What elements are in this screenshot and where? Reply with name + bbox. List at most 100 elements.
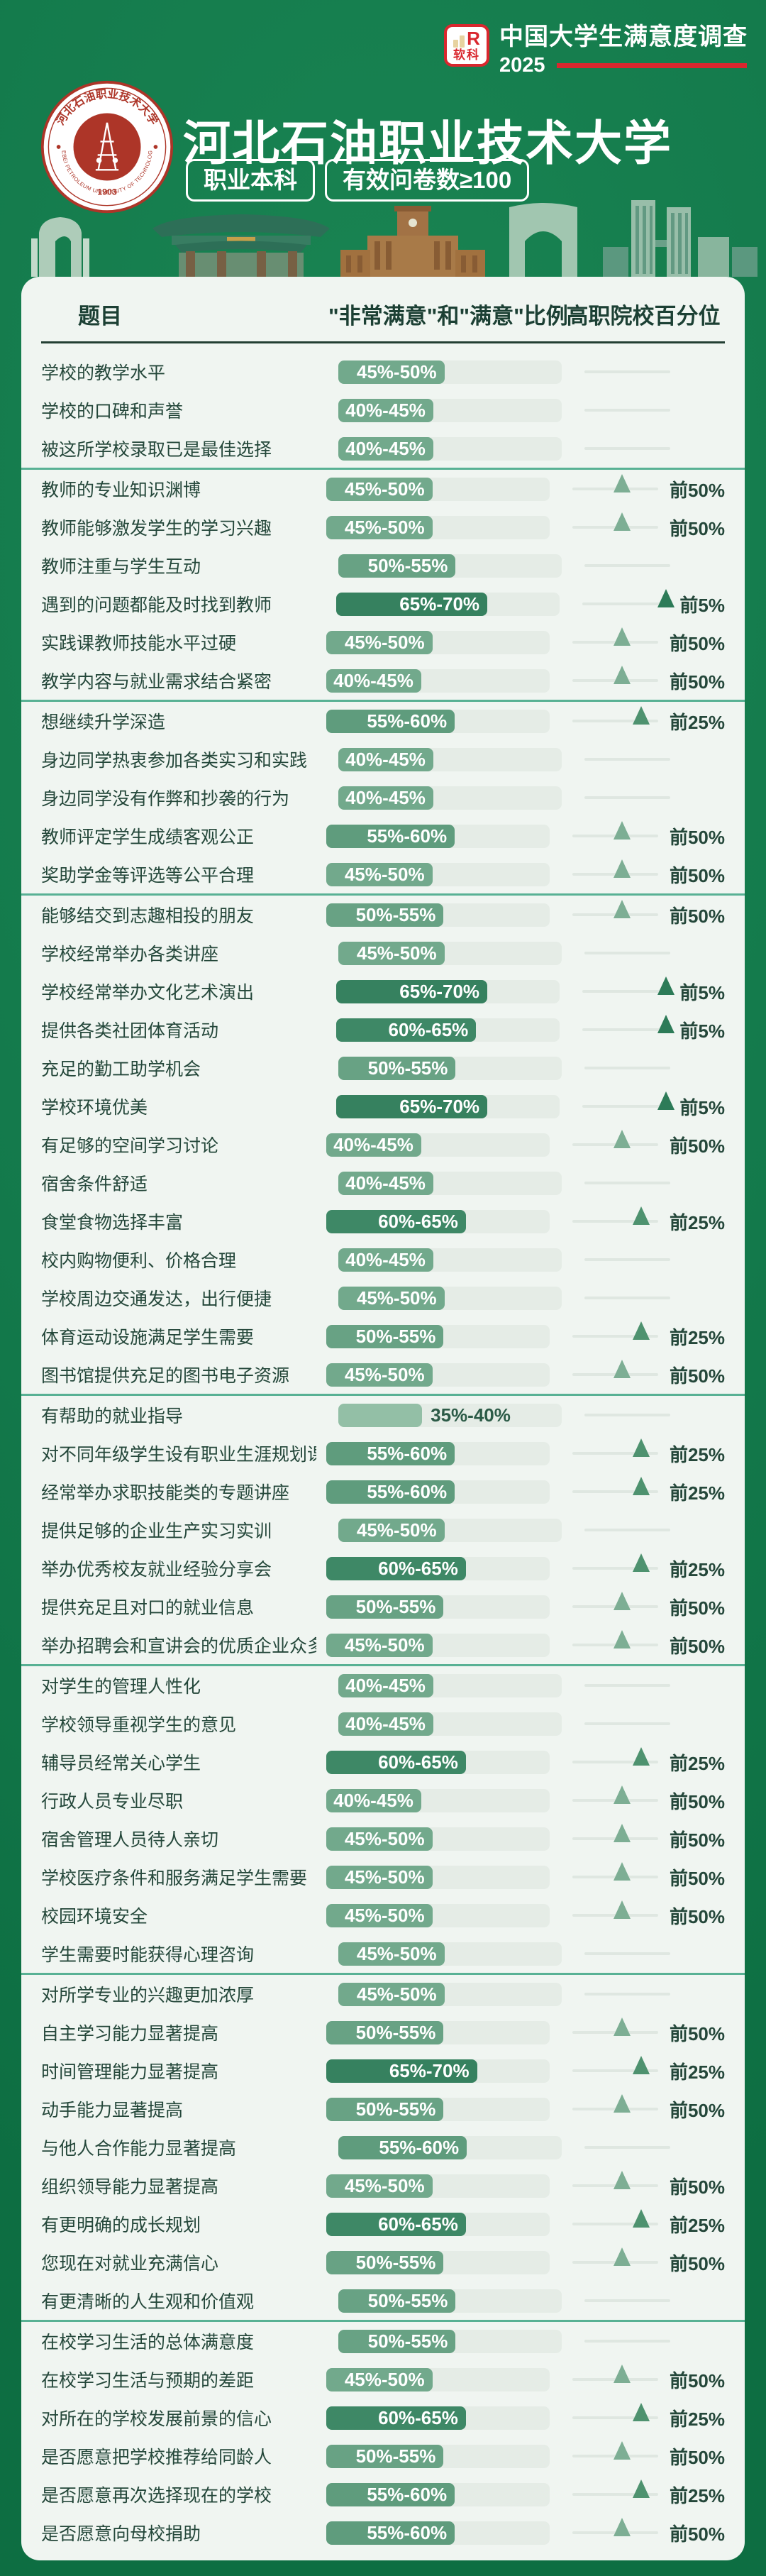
percentile-axis: [572, 1477, 658, 1495]
question-label: 体育运动设施满足学生需要: [41, 1328, 255, 1348]
satisfaction-bar-fill: 50%-55%: [326, 2444, 444, 2468]
satisfaction-bar: 50%-55%: [326, 903, 550, 927]
percentile-cell: 前50%: [572, 900, 725, 928]
percentile-axis: [584, 447, 670, 450]
table-row: 经常举办求职技能类的专题讲座 55%-60% 前25%: [21, 1473, 745, 1511]
question-label: 动手能力显著提高: [41, 2101, 184, 2120]
question-label: 身边同学热衷参加各类实习和实践: [41, 751, 308, 771]
table-row: 身边同学没有作弊和抄袭的行为 40%-45%: [21, 778, 745, 817]
percentile-cell: 前25%: [572, 2056, 725, 2084]
satisfaction-bar-fill: 40%-45%: [326, 1133, 421, 1157]
percentile-marker-icon: [614, 900, 631, 918]
percentile-label: 前25%: [669, 2484, 725, 2506]
percentile-label: 前50%: [669, 671, 725, 693]
satisfaction-bar: 50%-55%: [326, 2444, 550, 2468]
satisfaction-bar: 60%-65%: [326, 2406, 550, 2430]
university-seal: 河北石油职业技术大学 HEBEI PETROLEUM UNIVERSITY OF…: [40, 79, 174, 214]
percentile-cell: [584, 796, 725, 799]
percentile-cell: [584, 2299, 725, 2302]
table-row: 充足的勤工助学机会 50%-55%: [21, 1049, 745, 1087]
percentile-marker-icon: [614, 1785, 631, 1804]
satisfaction-bar-fill: 55%-60%: [338, 2135, 467, 2159]
satisfaction-bar: 55%-60%: [326, 1480, 550, 1504]
question-label: 学校领导重视学生的意见: [41, 1715, 237, 1735]
percentile-label: 前25%: [669, 2408, 725, 2430]
percentile-axis: [572, 2094, 658, 2113]
table-row: 提供各类社团体育活动 60%-65% 前5%: [21, 1011, 745, 1049]
percentile-label: 前50%: [669, 517, 725, 539]
satisfaction-bar-fill: 60%-65%: [326, 1209, 466, 1233]
question-label: 在校学习生活与预期的差距: [41, 2371, 255, 2391]
question-label: 有足够的空间学习讨论: [41, 1136, 219, 1156]
satisfaction-bar-fill: 55%-60%: [326, 2521, 455, 2545]
satisfaction-bar-fill: 65%-70%: [336, 979, 488, 1003]
table-row: 有更清晰的人生观和价值观 50%-55%: [21, 2281, 745, 2320]
percentile-label: 前25%: [669, 1752, 725, 1774]
satisfaction-bar: 50%-55%: [326, 1595, 550, 1619]
question-label: 教师注重与学生互动: [41, 557, 201, 577]
percentile-cell: 前50%: [572, 1785, 725, 1814]
percentile-marker-icon: [614, 2171, 631, 2189]
percentile-marker-icon: [614, 1862, 631, 1881]
satisfaction-bar-fill: 40%-45%: [326, 1788, 421, 1812]
satisfaction-bar-fill: 40%-45%: [338, 1171, 433, 1195]
section-divider: [21, 468, 745, 470]
percentile-cell: 前5%: [582, 1015, 725, 1043]
satisfaction-bar: 65%-70%: [336, 979, 560, 1003]
satisfaction-bar-fill: 45%-50%: [338, 360, 445, 384]
table-row: 对所学专业的兴趣更加浓厚 45%-50%: [21, 1975, 745, 2013]
percentile-label: 前25%: [669, 1443, 725, 1465]
satisfaction-bar: 40%-45%: [338, 436, 562, 461]
percentile-cell: [584, 409, 725, 412]
percentile-cell: 前25%: [572, 2209, 725, 2238]
question-label: 遇到的问题都能及时找到教师: [41, 595, 272, 615]
percentile-cell: [584, 1258, 725, 1261]
satisfaction-bar: 60%-65%: [336, 1018, 560, 1042]
question-label: 对所在的学校发展前景的信心: [41, 2409, 272, 2429]
satisfaction-bar-fill: [338, 1403, 423, 1427]
percentile-cell: 前25%: [572, 1477, 725, 1505]
percentile-axis: [572, 627, 658, 646]
satisfaction-bar: 50%-55%: [338, 2329, 562, 2353]
percentile-axis: [584, 2146, 670, 2149]
table-row: 举办优秀校友就业经验分享会 60%-65% 前25%: [21, 1549, 745, 1587]
table-row: 教师的专业知识渊博 45%-50% 前50%: [21, 470, 745, 508]
satisfaction-bar-fill: 60%-65%: [326, 1750, 466, 1774]
percentile-label: 前50%: [669, 479, 725, 501]
satisfaction-bar-fill: 45%-50%: [338, 1942, 445, 1966]
percentile-cell: [584, 1993, 725, 1996]
satisfaction-bar: 55%-60%: [326, 1441, 550, 1465]
satisfaction-bar: 45%-50%: [338, 360, 562, 384]
table-header: 题目 "非常满意"和"满意"比例 高职院校百分位: [21, 277, 745, 341]
percentile-axis: [584, 1684, 670, 1687]
question-label: 学校环境优美: [41, 1098, 148, 1118]
survey-year-row: 2025: [499, 55, 748, 76]
table-row: 实践课教师技能水平过硬 45%-50% 前50%: [21, 623, 745, 661]
table-row: 组织领导能力显著提高 45%-50% 前50%: [21, 2167, 745, 2205]
table-row: 在校学习生活的总体满意度 50%-55%: [21, 2322, 745, 2360]
percentile-marker-icon: [614, 2018, 631, 2036]
percentile-label: 前50%: [669, 2176, 725, 2198]
satisfaction-bar: 45%-50%: [326, 2367, 550, 2391]
question-label: 辅导员经常关心学生: [41, 1754, 201, 1773]
percentile-axis: [572, 1824, 658, 1842]
question-label: 举办招聘会和宣讲会的优质企业众多: [41, 1636, 316, 1656]
percentile-axis: [572, 2441, 658, 2460]
percentile-cell: [584, 758, 725, 761]
percentile-cell: [584, 2340, 725, 2343]
percentile-cell: [584, 1067, 725, 1069]
percentile-cell: [584, 1722, 725, 1725]
percentile-label: 前50%: [669, 864, 725, 886]
question-label: 充足的勤工助学机会: [41, 1059, 201, 1079]
survey-title: 中国大学生满意度调查: [499, 23, 748, 50]
satisfaction-bar-fill: 50%-55%: [326, 1595, 444, 1619]
percentile-label: 前50%: [669, 2369, 725, 2391]
percentile-cell: 前50%: [572, 1592, 725, 1620]
percentile-marker-icon: [614, 666, 631, 684]
question-label: 对学生的管理人性化: [41, 1677, 201, 1697]
percentile-cell: 前25%: [572, 1321, 725, 1350]
satisfaction-bar-fill: 65%-70%: [336, 592, 488, 616]
satisfaction-bar-fill: 60%-65%: [336, 1018, 477, 1042]
satisfaction-bar-fill: 45%-50%: [326, 1903, 433, 1927]
question-label: 教师评定学生成绩客观公正: [41, 827, 255, 847]
